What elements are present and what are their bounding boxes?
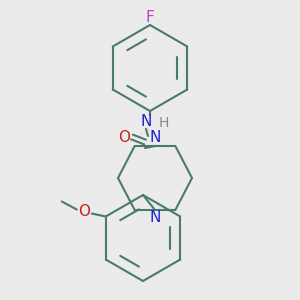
Text: O: O [78, 204, 90, 219]
Text: N: N [149, 211, 161, 226]
Text: O: O [118, 130, 130, 145]
Text: N: N [140, 115, 152, 130]
Text: H: H [159, 116, 169, 130]
Text: F: F [146, 10, 154, 25]
Text: N: N [149, 130, 161, 146]
